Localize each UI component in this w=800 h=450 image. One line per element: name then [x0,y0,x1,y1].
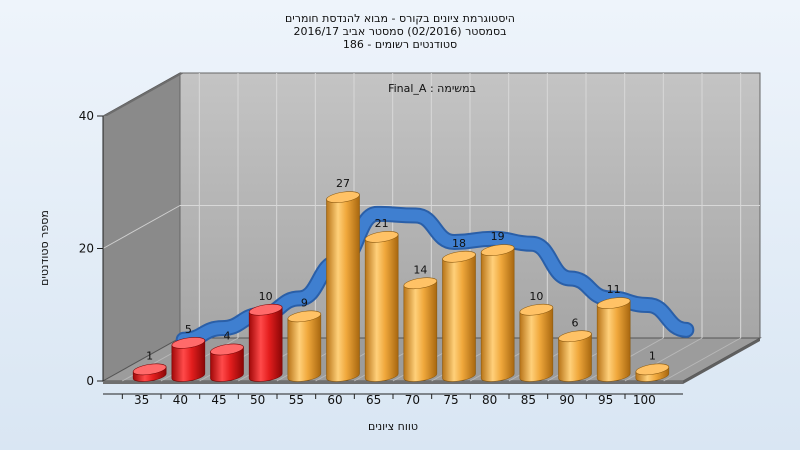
bar: 11 [596,283,631,382]
bar-top [558,330,592,343]
chart-subtitle: במשימה : Final_A [388,82,476,95]
bar-top [519,303,554,316]
bar-value-label: 1 [649,349,656,362]
bar: 4 [210,330,244,382]
bar-body [364,234,399,382]
x-tick-label: 90 [559,393,574,407]
y-tick-label: 20 [79,242,94,256]
bar-body [326,194,360,382]
bar-value-label: 5 [185,323,192,336]
bar-value-label: 1 [146,349,153,362]
x-tick-label: 50 [250,393,265,407]
bar-value-label: 27 [336,177,350,190]
bar-top [364,231,399,243]
y-axis-title: מספר סטודנטים [38,210,51,286]
bar-body [558,333,592,382]
bar-body [171,340,206,382]
bar-value-label: 14 [413,263,427,276]
bar: 21 [364,217,399,382]
x-tick-label: 40 [173,393,188,407]
bar-value-label: 10 [529,290,543,303]
x-tick-label: 75 [443,393,458,407]
bar: 18 [442,237,476,382]
bar: 10 [519,290,554,382]
y-tick-label: 0 [86,374,94,388]
bar-body [442,254,476,382]
bar: 10 [248,290,283,382]
x-tick-label: 65 [366,393,381,407]
bar-top [596,297,631,309]
y-tick-label: 40 [79,109,94,123]
floor-grid-line [663,337,741,382]
chart-floor-right-edge [683,338,760,384]
bar-top [326,191,360,203]
chart-title-line-2: בסמסטר (02/2016) סמסטר אביב 2016/17 [293,25,506,38]
bar-body [287,313,322,382]
bar: 27 [326,177,360,382]
x-axis-title: טווח ציונים [368,420,418,433]
bar-top [635,363,670,376]
bar-value-label: 4 [224,330,231,343]
x-tick-label: 35 [134,393,149,407]
chart-floor-front-edge [103,381,683,384]
bar-body [248,307,283,382]
x-tick-label: 95 [598,393,613,407]
bar: 5 [171,323,206,382]
bar-body [210,346,244,382]
bar-body [519,307,554,382]
bar-top [248,303,283,316]
chart-title-line-1: היסטוגרמת ציונים בקורס - מבוא להנדסת חומ… [285,12,515,25]
bar-top [132,363,167,376]
bar-value-label: 21 [375,217,389,230]
bar-value-label: 6 [572,316,579,329]
bar: 1 [635,349,670,382]
bar: 14 [403,263,438,382]
bar-top [442,250,476,263]
x-tick-label: 80 [482,393,497,407]
bar-value-label: 10 [259,290,273,303]
chart-top-edge [103,73,184,116]
bar-top [171,337,206,349]
bar-top [403,277,438,290]
bar: 19 [480,230,515,382]
bar-value-label: 9 [301,296,308,309]
bar-value-label: 18 [452,237,466,250]
bar: 6 [558,316,592,382]
bar-body [480,247,515,382]
x-tick-label: 100 [633,393,656,407]
x-tick-label: 85 [521,393,536,407]
bar-top [210,343,244,356]
x-tick-label: 55 [289,393,304,407]
chart-title-line-3: סטודנטים רשומים - 186 [343,38,457,51]
bar-top [287,310,322,323]
x-tick-label: 70 [405,393,420,407]
bar-value-label: 11 [607,283,621,296]
bar-body [403,280,438,382]
bar-top [480,244,515,256]
x-tick-label: 45 [211,393,226,407]
bar-value-label: 19 [491,230,505,243]
grid-line-side [102,205,181,249]
x-tick-label: 60 [327,393,342,407]
bar: 1 [132,349,167,382]
bar: 9 [287,296,322,382]
bar-body [596,300,631,382]
